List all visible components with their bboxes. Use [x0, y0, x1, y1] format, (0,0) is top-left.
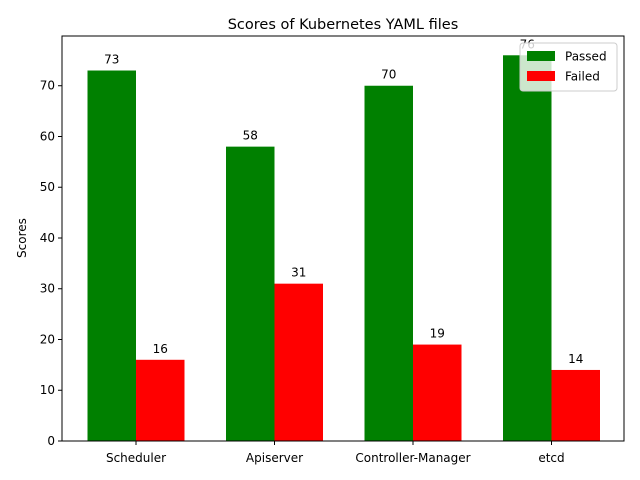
bar-failed-scheduler	[136, 359, 185, 441]
bars-group	[87, 55, 600, 442]
y-tick-label: 70	[40, 79, 55, 93]
x-tick-label: Controller-Manager	[355, 451, 470, 465]
legend-swatch-failed	[527, 71, 555, 81]
y-tick-label: 40	[40, 231, 55, 245]
y-axis: 0 10 20 30 40 50 60 70	[40, 79, 62, 448]
y-tick-label: 30	[40, 282, 55, 296]
bar-passed-scheduler	[87, 70, 136, 441]
legend-label-passed: Passed	[565, 50, 607, 64]
bar-failed-controller-manager	[413, 344, 462, 441]
legend-swatch-passed	[527, 51, 555, 61]
bar-failed-etcd	[551, 369, 600, 441]
y-tick-label: 10	[40, 383, 55, 397]
legend: Passed Failed	[519, 42, 618, 92]
y-tick-label: 50	[40, 180, 55, 194]
x-axis: Scheduler Apiserver Controller-Manager etcd	[106, 441, 565, 465]
bar-failed-apiserver	[274, 283, 323, 441]
x-tick-label: Scheduler	[106, 451, 166, 465]
y-tick-label: 20	[40, 332, 55, 346]
plot-frame	[61, 35, 625, 442]
legend-label-failed: Failed	[565, 70, 600, 84]
y-tick-label: 0	[47, 434, 55, 448]
data-label-failed-etcd: 14	[568, 352, 583, 366]
x-tick-label: Apiserver	[246, 451, 303, 465]
y-axis-label: Scores	[15, 218, 29, 258]
chart-title: Scores of Kubernetes YAML files	[228, 17, 459, 33]
y-tick-label: 60	[40, 129, 55, 143]
bar-passed-controller-manager	[364, 85, 413, 441]
data-label-failed-scheduler: 16	[153, 342, 168, 356]
data-label-passed-apiserver: 58	[243, 129, 258, 143]
bar-passed-etcd	[503, 55, 552, 442]
bar-passed-apiserver	[226, 146, 275, 441]
x-tick-label: etcd	[538, 451, 564, 465]
data-label-passed-scheduler: 73	[104, 53, 119, 67]
data-label-failed-apiserver: 31	[291, 266, 306, 280]
data-label-passed-controller-manager: 70	[381, 68, 396, 82]
data-label-failed-controller-manager: 19	[430, 327, 445, 341]
